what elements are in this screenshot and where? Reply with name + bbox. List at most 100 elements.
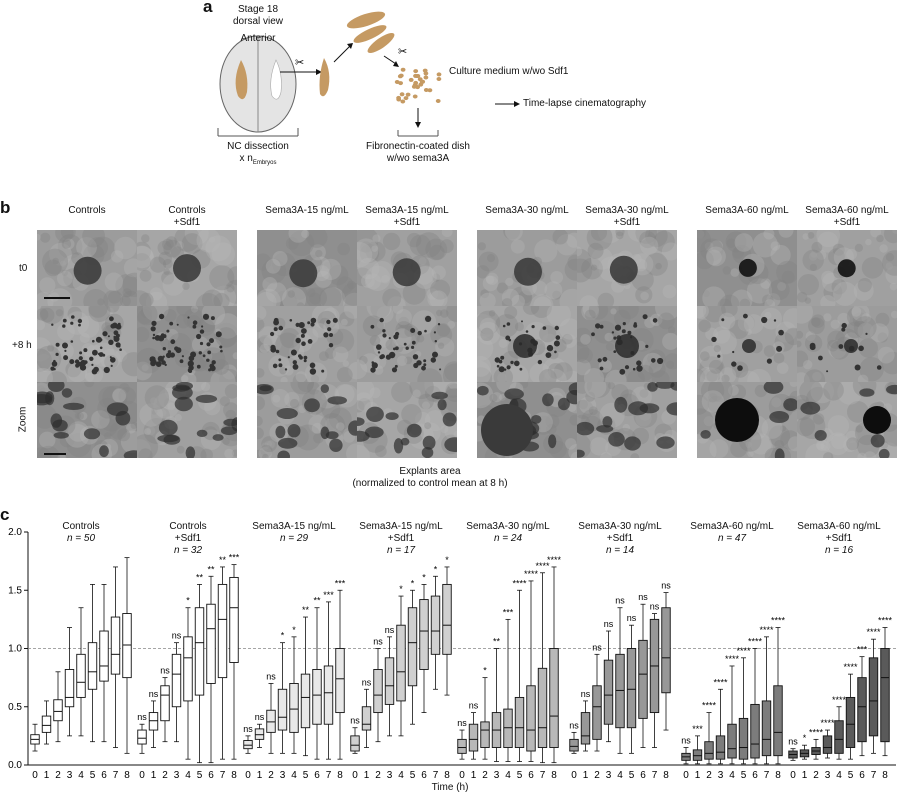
x-tick-label: 0	[571, 770, 577, 781]
x-tick-label: 8	[775, 770, 781, 781]
migrating-cell	[545, 352, 552, 358]
migrating-cell	[192, 320, 198, 325]
zoomed-cell	[878, 448, 890, 458]
migrating-cell	[411, 340, 416, 345]
significance-label: ****	[748, 637, 763, 647]
box-iqr	[229, 576, 239, 663]
migrating-cell	[201, 325, 204, 328]
zoomed-cell	[364, 426, 384, 439]
panel-c-group-header: Sema3A-15 ng/mL	[252, 521, 336, 532]
panel-c-group-subheader: +Sdf1	[825, 533, 853, 544]
box-iqr	[384, 657, 395, 705]
box	[30, 723, 40, 752]
x-tick-label: 7	[652, 770, 658, 781]
significance-label: *	[803, 733, 807, 743]
migrating-cell	[597, 358, 602, 363]
zoomed-cell	[63, 402, 85, 410]
migrating-cell	[62, 342, 68, 349]
zoomed-cell	[614, 396, 628, 413]
significance-label: *	[411, 578, 415, 588]
migrating-cell	[611, 331, 615, 334]
panel-b-column-header: Sema3A-60 ng/mL	[705, 205, 789, 216]
box	[41, 700, 52, 745]
box	[289, 636, 299, 754]
x-tick-label: 8	[231, 770, 237, 781]
panel-c-group-n: n = 32	[173, 545, 203, 556]
zoomed-cell	[624, 436, 641, 451]
significance-label: ns	[650, 602, 660, 612]
migrating-cell	[181, 355, 184, 358]
migrating-cell	[328, 343, 334, 348]
y-tick-label: 0.0	[8, 760, 22, 771]
migrating-cell	[809, 344, 816, 351]
zoomed-cell	[45, 391, 55, 406]
migrating-cell	[89, 356, 94, 361]
box	[110, 566, 121, 748]
box-iqr	[160, 685, 170, 722]
migrating-cell	[303, 355, 308, 360]
significance-label: ****	[771, 616, 786, 626]
x-tick-label: 4	[185, 770, 191, 781]
box-iqr	[880, 648, 890, 743]
explant-cell-dot	[398, 73, 404, 78]
microscopy-tile	[257, 306, 357, 382]
migrating-cell	[394, 364, 398, 368]
significance-label: ***	[692, 724, 703, 734]
box-iqr	[41, 715, 52, 733]
migrating-cell	[78, 356, 83, 361]
migrating-cell	[64, 349, 67, 352]
migrating-cell	[270, 331, 275, 337]
migrating-cell	[838, 344, 844, 349]
microscopy-tile	[697, 382, 797, 458]
x-tick-label: 7	[433, 770, 439, 781]
zoomed-cell	[61, 388, 73, 398]
microscopy-tile	[697, 306, 797, 382]
box-iqr	[373, 669, 383, 714]
box	[681, 747, 691, 765]
migrating-cell	[854, 364, 861, 371]
microscopy-tile	[357, 382, 457, 458]
migrating-cell	[188, 365, 194, 371]
migrating-cell	[553, 340, 560, 347]
box-iqr	[350, 735, 360, 752]
significance-label: ns	[469, 701, 479, 711]
explant-piece-3	[367, 32, 395, 54]
panel-c-group-subheader: +Sdf1	[387, 533, 415, 544]
significance-label: **	[302, 605, 310, 615]
zoomed-cell	[276, 408, 298, 419]
migrating-cell	[303, 359, 307, 363]
zoomed-cell	[99, 445, 109, 458]
zoomed-cell	[172, 385, 193, 400]
explant-cell-dot	[403, 96, 409, 101]
panel-c-group-header: Sema3A-15 ng/mL	[359, 521, 443, 532]
zoomed-cell	[357, 430, 370, 442]
migrating-cell	[99, 346, 103, 350]
embryo-count-subscript: Embryos	[252, 160, 277, 166]
migrating-cell	[206, 358, 210, 362]
migrating-cell	[537, 359, 543, 365]
migrating-cell	[179, 359, 184, 364]
x-tick-label: 3	[825, 770, 831, 781]
migrating-cell	[310, 322, 315, 327]
box-iqr	[773, 685, 783, 757]
migrating-cell	[826, 370, 829, 373]
zoomed-cell	[287, 424, 301, 438]
zoomed-cell	[870, 434, 885, 448]
box	[845, 673, 856, 760]
significance-label: *	[483, 666, 487, 676]
explant-cell-dot	[423, 88, 429, 92]
migrating-cell	[711, 336, 717, 343]
migrating-cell	[55, 352, 59, 356]
explant-cell-dot	[394, 80, 400, 84]
zoomed-cell	[231, 417, 237, 432]
migrating-cell	[153, 360, 157, 364]
microscopy-tile	[577, 306, 677, 382]
migrating-cell	[102, 331, 108, 337]
x-tick-label: 3	[494, 770, 500, 781]
panel-b-column-header: Controls	[168, 205, 206, 216]
significance-label: ns	[638, 592, 648, 602]
migrating-cell	[53, 368, 56, 371]
migrating-cell	[370, 367, 376, 373]
migrating-cell	[376, 344, 382, 350]
box	[53, 671, 63, 743]
